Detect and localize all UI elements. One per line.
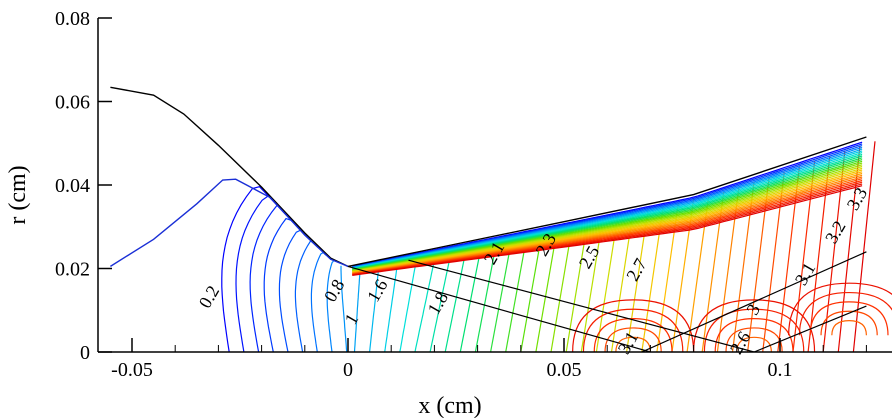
closed-contour — [615, 336, 651, 352]
y-tick-label: 0.08 — [55, 8, 90, 30]
y-tick-label: 0.02 — [55, 259, 90, 281]
contour-line — [490, 236, 513, 352]
contour-line — [762, 171, 785, 352]
characteristic-line — [347, 265, 651, 352]
contour-line — [414, 252, 437, 352]
contour-line — [353, 265, 361, 352]
contour-line — [505, 233, 528, 352]
contour-line — [263, 217, 305, 352]
closed-contour — [582, 308, 684, 352]
nozzle-wall-line — [110, 86, 867, 268]
boundary-layer-contour — [352, 185, 863, 276]
x-tick-label: 0.1 — [768, 359, 793, 381]
closed-contour — [798, 291, 892, 336]
closed-contour — [788, 282, 892, 336]
characteristic-line — [753, 305, 867, 352]
contour-line — [474, 239, 498, 352]
contour-line — [429, 249, 453, 352]
contour-line — [399, 255, 418, 352]
closed-contour — [820, 310, 878, 336]
contour-label: 0.8 — [320, 276, 349, 305]
contour-line — [777, 166, 800, 352]
contour-line — [384, 258, 399, 352]
contour-line — [340, 265, 348, 352]
closed-contour — [593, 317, 673, 352]
closed-contour — [736, 336, 772, 352]
y-tick-label: 0 — [80, 342, 90, 364]
contour-label: 0.2 — [195, 282, 224, 311]
contour-lines — [221, 141, 892, 352]
x-axis-title: x (cm) — [418, 393, 481, 418]
contour-line — [852, 141, 876, 352]
characteristic-line — [408, 259, 755, 352]
contour-line — [278, 229, 312, 352]
y-tick-label: 0.04 — [55, 175, 90, 197]
contour-label: 1.6 — [363, 276, 392, 305]
contour-label: 2.5 — [575, 242, 604, 271]
overlay-lines — [110, 86, 867, 352]
contour-label: 3.1 — [614, 328, 643, 357]
sonic-boundary-line — [110, 178, 349, 268]
contour-line — [326, 260, 334, 352]
characteristic-line — [641, 251, 867, 352]
closed-contour — [714, 317, 794, 352]
contour-line — [310, 251, 327, 352]
contour-label: 2.7 — [622, 255, 651, 284]
closed-contour — [809, 301, 889, 336]
closed-contour — [572, 299, 695, 352]
contour-line — [444, 246, 468, 352]
axes: 0 0.02 0.04 0.06 0.08 -0.05 0 0.05 0.1 — [55, 8, 892, 381]
x-tick-label: -0.05 — [111, 359, 153, 381]
contour-line — [459, 242, 483, 352]
y-tick-label: 0.06 — [55, 92, 90, 114]
contour-line — [235, 195, 293, 352]
y-axis-title: r (cm) — [5, 165, 31, 224]
x-tick-label: 0 — [343, 359, 353, 381]
x-tick-label: 0.05 — [547, 359, 582, 381]
contour-line — [369, 261, 380, 352]
contour-label: 3.2 — [821, 217, 850, 246]
contour-label: 1 — [341, 310, 363, 328]
closed-contour — [831, 320, 867, 336]
closed-contour — [693, 299, 816, 352]
contour-line — [294, 239, 319, 352]
contour-line — [249, 204, 299, 352]
